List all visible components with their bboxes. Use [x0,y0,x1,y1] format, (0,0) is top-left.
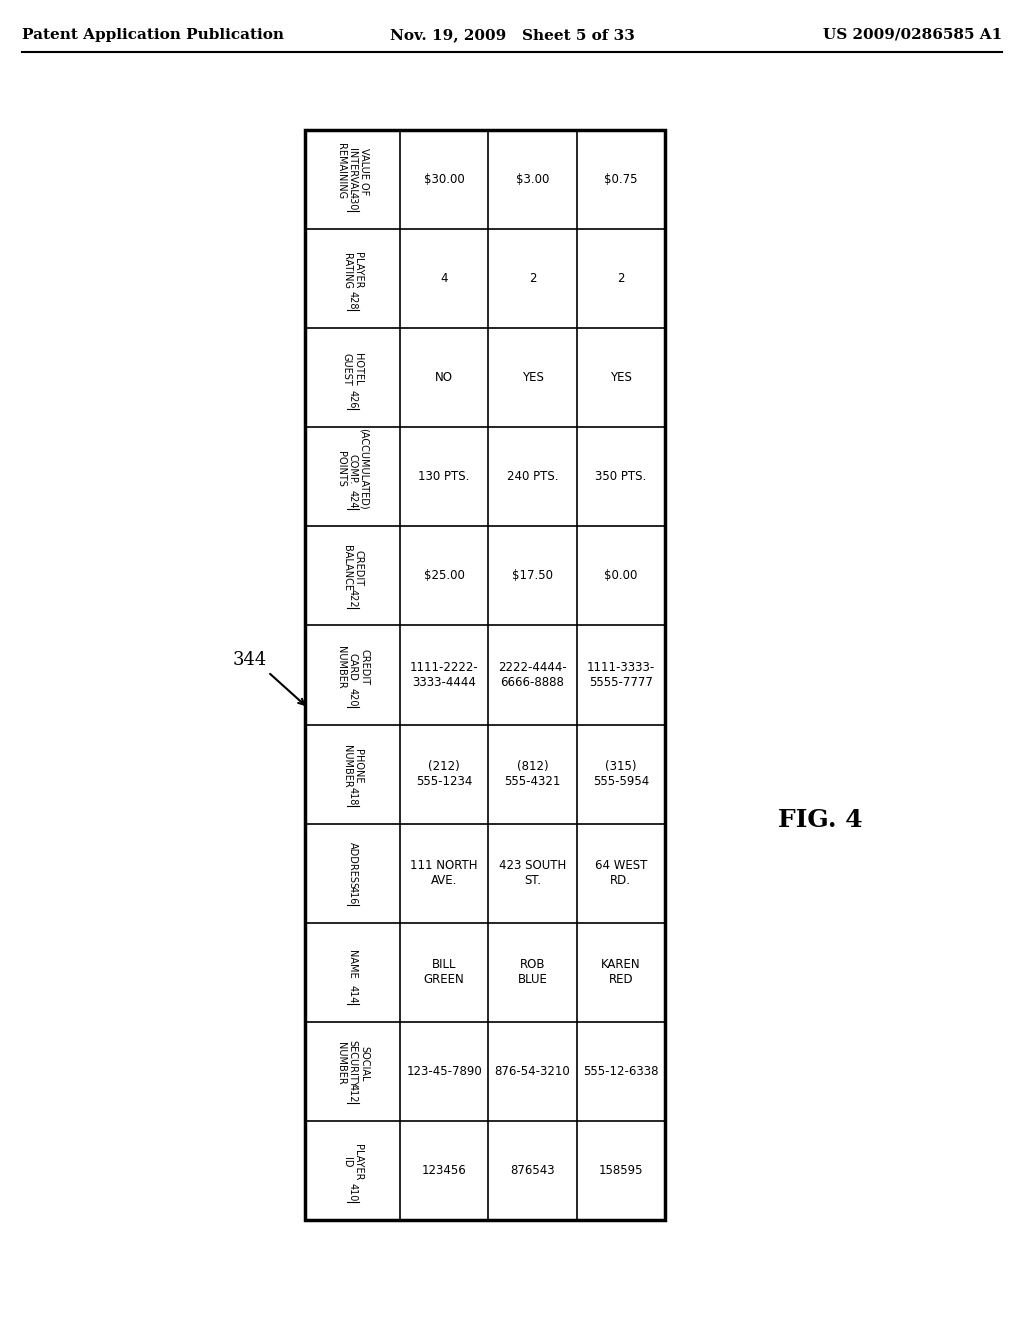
Text: NAME: NAME [347,950,357,978]
Text: PLAYER
RATING: PLAYER RATING [342,252,364,289]
Text: 412: 412 [347,1084,357,1102]
Text: (ACCUMULATED)
COMP.
POINTS: (ACCUMULATED) COMP. POINTS [336,428,369,510]
Text: PHONE
NUMBER: PHONE NUMBER [342,744,364,788]
Text: NO: NO [435,371,454,384]
Text: Patent Application Publication: Patent Application Publication [22,28,284,42]
Text: 410: 410 [347,1183,357,1201]
Text: 428: 428 [347,292,357,310]
Text: 2: 2 [617,272,625,285]
Text: $3.00: $3.00 [516,173,549,186]
Text: 876543: 876543 [510,1164,555,1177]
Text: US 2009/0286585 A1: US 2009/0286585 A1 [822,28,1002,42]
Text: 423 SOUTH
ST.: 423 SOUTH ST. [499,859,566,887]
Text: 240 PTS.: 240 PTS. [507,470,558,483]
Text: SOCIAL
SECURITY
NUMBER: SOCIAL SECURITY NUMBER [336,1040,369,1088]
Text: CREDIT
CARD
NUMBER: CREDIT CARD NUMBER [336,645,369,688]
Text: ROB
BLUE: ROB BLUE [517,958,548,986]
Text: YES: YES [610,371,632,384]
Text: 416: 416 [347,886,357,904]
Text: 4: 4 [440,272,447,285]
Text: $17.50: $17.50 [512,569,553,582]
Text: 2222-4444-
6666-8888: 2222-4444- 6666-8888 [498,661,567,689]
Text: 414: 414 [347,985,357,1003]
Text: (212)
555-1234: (212) 555-1234 [416,760,472,788]
Text: (315)
555-5954: (315) 555-5954 [593,760,649,788]
Text: 1111-3333-
5555-7777: 1111-3333- 5555-7777 [587,661,655,689]
Text: VALUE OF
INTERVAL
REMAINING: VALUE OF INTERVAL REMAINING [336,144,369,199]
Text: (812)
555-4321: (812) 555-4321 [504,760,561,788]
Text: 123456: 123456 [422,1164,467,1177]
Text: YES: YES [521,371,544,384]
Text: 555-12-6338: 555-12-6338 [583,1065,658,1078]
Text: PLAYER
ID: PLAYER ID [342,1144,364,1180]
Text: $25.00: $25.00 [424,569,465,582]
Text: 350 PTS.: 350 PTS. [595,470,646,483]
Text: CREDIT
BALANCE: CREDIT BALANCE [342,545,364,591]
Text: 418: 418 [347,787,357,805]
Text: $0.75: $0.75 [604,173,638,186]
Text: $30.00: $30.00 [424,173,465,186]
Text: 158595: 158595 [599,1164,643,1177]
Text: 344: 344 [232,651,267,669]
Text: 1111-2222-
3333-4444: 1111-2222- 3333-4444 [410,661,478,689]
Text: 64 WEST
RD.: 64 WEST RD. [595,859,647,887]
Text: 876-54-3210: 876-54-3210 [495,1065,570,1078]
Text: 130 PTS.: 130 PTS. [419,470,470,483]
Text: HOTEL
GUEST: HOTEL GUEST [342,354,364,387]
Text: $0.00: $0.00 [604,569,638,582]
Text: 420: 420 [347,688,357,706]
Text: 430: 430 [347,193,357,211]
Text: 426: 426 [347,391,357,409]
Text: KAREN
RED: KAREN RED [601,958,641,986]
Text: 111 NORTH
AVE.: 111 NORTH AVE. [411,859,478,887]
Text: ADDRESS: ADDRESS [347,842,357,888]
Text: FIG. 4: FIG. 4 [777,808,862,832]
Text: 123-45-7890: 123-45-7890 [407,1065,482,1078]
Text: Nov. 19, 2009   Sheet 5 of 33: Nov. 19, 2009 Sheet 5 of 33 [389,28,635,42]
Text: BILL
GREEN: BILL GREEN [424,958,465,986]
Text: 422: 422 [347,589,357,607]
Text: 424: 424 [347,490,357,508]
Text: 2: 2 [528,272,537,285]
Bar [305,129,665,1220]
